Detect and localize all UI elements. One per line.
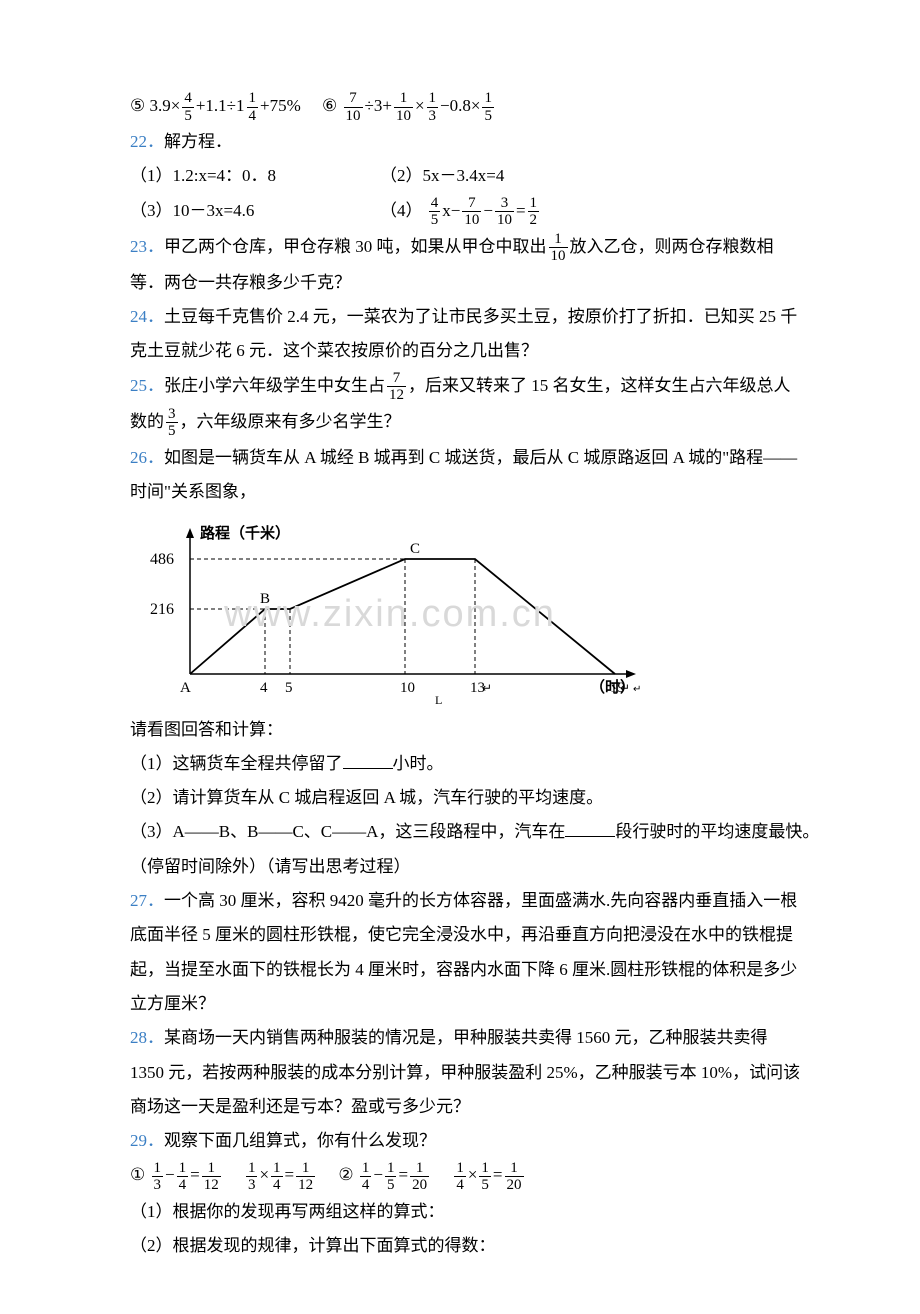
svg-text:路程（千米）: 路程（千米）	[200, 524, 290, 542]
circled-6: ⑥	[322, 96, 337, 115]
q22-row2: （3）10－3x=4.6 （4） 45x−710−310=12	[130, 195, 850, 229]
svg-text:↵: ↵	[482, 681, 492, 695]
q22-row1: （1）1.2:x=4：0．8 （2）5x－3.4x=4	[130, 160, 850, 192]
svg-text:10: 10	[400, 680, 415, 696]
q26-s1: （1）这辆货车全程共停留了小时。	[130, 748, 850, 780]
q25-line1: 25．张庄小学六年级学生中女生占712，后来又转来了 15 名女生，这样女生占六…	[130, 370, 850, 404]
frac: 14	[177, 1160, 189, 1194]
frac: 35	[166, 406, 178, 440]
svg-text:216: 216	[150, 601, 174, 618]
q26-after: 请看图回答和计算：	[130, 714, 850, 746]
svg-text:4: 4	[260, 680, 268, 696]
q26-line2: 时间"关系图象，	[130, 476, 850, 508]
q22-number: 22．	[130, 132, 164, 151]
q23-number: 23．	[130, 237, 164, 256]
blank-1	[343, 752, 393, 769]
frac: 710	[462, 195, 481, 229]
frac: 45	[429, 195, 441, 229]
route-time-chart: 路程（千米）（时）486216BCA45101319↵L↵↵ www.zixin…	[130, 524, 650, 704]
q27-l1: 27．一个高 30 厘米，容积 9420 毫升的长方体容器，里面盛满水.先向容器…	[130, 885, 850, 917]
frac: 15	[482, 90, 494, 124]
svg-text:L: L	[435, 693, 442, 704]
q29-number: 29．	[130, 1131, 164, 1150]
svg-text:5: 5	[285, 680, 293, 696]
chart-svg: 路程（千米）（时）486216BCA45101319↵L↵↵	[130, 524, 650, 704]
frac: 14	[454, 1160, 466, 1194]
frac: 15	[385, 1160, 397, 1194]
q29-l1: 29．观察下面几组算式，你有什么发现？	[130, 1125, 850, 1157]
q27-l2: 底面半径 5 厘米的圆柱形铁棍，使它完全浸没水中，再沿垂直方向把浸没在水中的铁棍…	[130, 919, 850, 951]
q25-number: 25．	[130, 376, 164, 395]
q26-number: 26．	[130, 448, 164, 467]
frac: 14	[360, 1160, 372, 1194]
frac: 710	[344, 90, 363, 124]
frac: 14	[271, 1160, 283, 1194]
frac: 13	[427, 90, 439, 124]
frac: 112	[202, 1160, 221, 1194]
q28-l3: 商场这一天是盈利还是亏本？盈或亏多少元？	[130, 1091, 850, 1123]
q22-3: （3）10－3x=4.6	[130, 195, 320, 229]
frac: 13	[246, 1160, 258, 1194]
q22: 22．解方程．	[130, 126, 850, 158]
frac: 12	[528, 195, 540, 229]
q22-1: （1）1.2:x=4：0．8	[130, 160, 320, 192]
q26-s3c: （停留时间除外）（请写出思考过程）	[130, 851, 850, 883]
circled-5: ⑤	[130, 96, 145, 115]
q29-s2: （2）根据发现的规律，计算出下面算式的得数：	[130, 1230, 850, 1262]
frac: 14	[247, 90, 259, 124]
frac: 110	[394, 90, 413, 124]
q26-s2: （2）请计算货车从 C 城启程返回 A 城，汽车行驶的平均速度。	[130, 782, 850, 814]
q22-2: （2）5x－3.4x=4	[380, 160, 570, 192]
q27-l3: 起，当提至水面下的铁棍长为 4 厘米时，容器内水面下降 6 厘米.圆柱形铁棍的体…	[130, 954, 850, 986]
svg-text:A: A	[180, 680, 191, 696]
q23-line1: 23．甲乙两个仓库，甲仓存粮 30 吨，如果从甲仓中取出110放入乙仓，则两仓存…	[130, 231, 850, 265]
q28-number: 28．	[130, 1028, 164, 1047]
q28-l1: 28．某商场一天内销售两种服装的情况是，甲种服装共卖得 1560 元，乙种服装共…	[130, 1022, 850, 1054]
frac: 45	[182, 90, 194, 124]
svg-text:486: 486	[150, 551, 174, 568]
svg-text:C: C	[410, 541, 420, 557]
frac: 13	[152, 1160, 164, 1194]
svg-text:↵: ↵	[620, 681, 630, 695]
q25-line2: 数的35，六年级原来有多少名学生？	[130, 406, 850, 440]
frac: 712	[387, 370, 406, 404]
frac: 112	[296, 1160, 315, 1194]
equation-row-5-6: ⑤ 3.9×45+1.1÷114+75% ⑥ 710÷3+110×13−0.8×…	[130, 90, 850, 124]
q24-line2: 克土豆就少花 6 元．这个菜农按原价的百分之几出售？	[130, 335, 850, 367]
q29-s1: （1）根据你的发现再写两组这样的算式：	[130, 1196, 850, 1228]
q22-4: （4） 45x−710−310=12	[380, 195, 570, 229]
q24-line1: 24．土豆每千克售价 2.4 元，一菜农为了让市民多买土豆，按原价打了折扣．已知…	[130, 301, 850, 333]
svg-text:B: B	[260, 591, 270, 607]
q28-l2: 1350 元，若按两种服装的成本分别计算，甲种服装盈利 25%，乙种服装亏本 1…	[130, 1057, 850, 1089]
frac: 310	[495, 195, 514, 229]
q29-eqs: ① 13−14=112 13×14=112 ② 14−15=120 14×15=…	[130, 1159, 850, 1193]
frac: 120	[410, 1160, 429, 1194]
svg-text:↵: ↵	[633, 684, 641, 695]
blank-2	[565, 820, 615, 837]
q26-line1: 26．如图是一辆货车从 A 城经 B 城再到 C 城送货，最后从 C 城原路返回…	[130, 442, 850, 474]
q26-s3a: （3）A——B、B——C、C——A，这三段路程中，汽车在段行驶时的平均速度最快。	[130, 816, 850, 848]
q23-line2: 等．两仓一共存粮多少千克？	[130, 267, 850, 299]
frac: 15	[479, 1160, 491, 1194]
frac: 120	[505, 1160, 524, 1194]
q24-number: 24．	[130, 307, 164, 326]
q27-number: 27．	[130, 891, 164, 910]
frac: 110	[549, 231, 568, 265]
q27-l4: 立方厘米？	[130, 988, 850, 1020]
